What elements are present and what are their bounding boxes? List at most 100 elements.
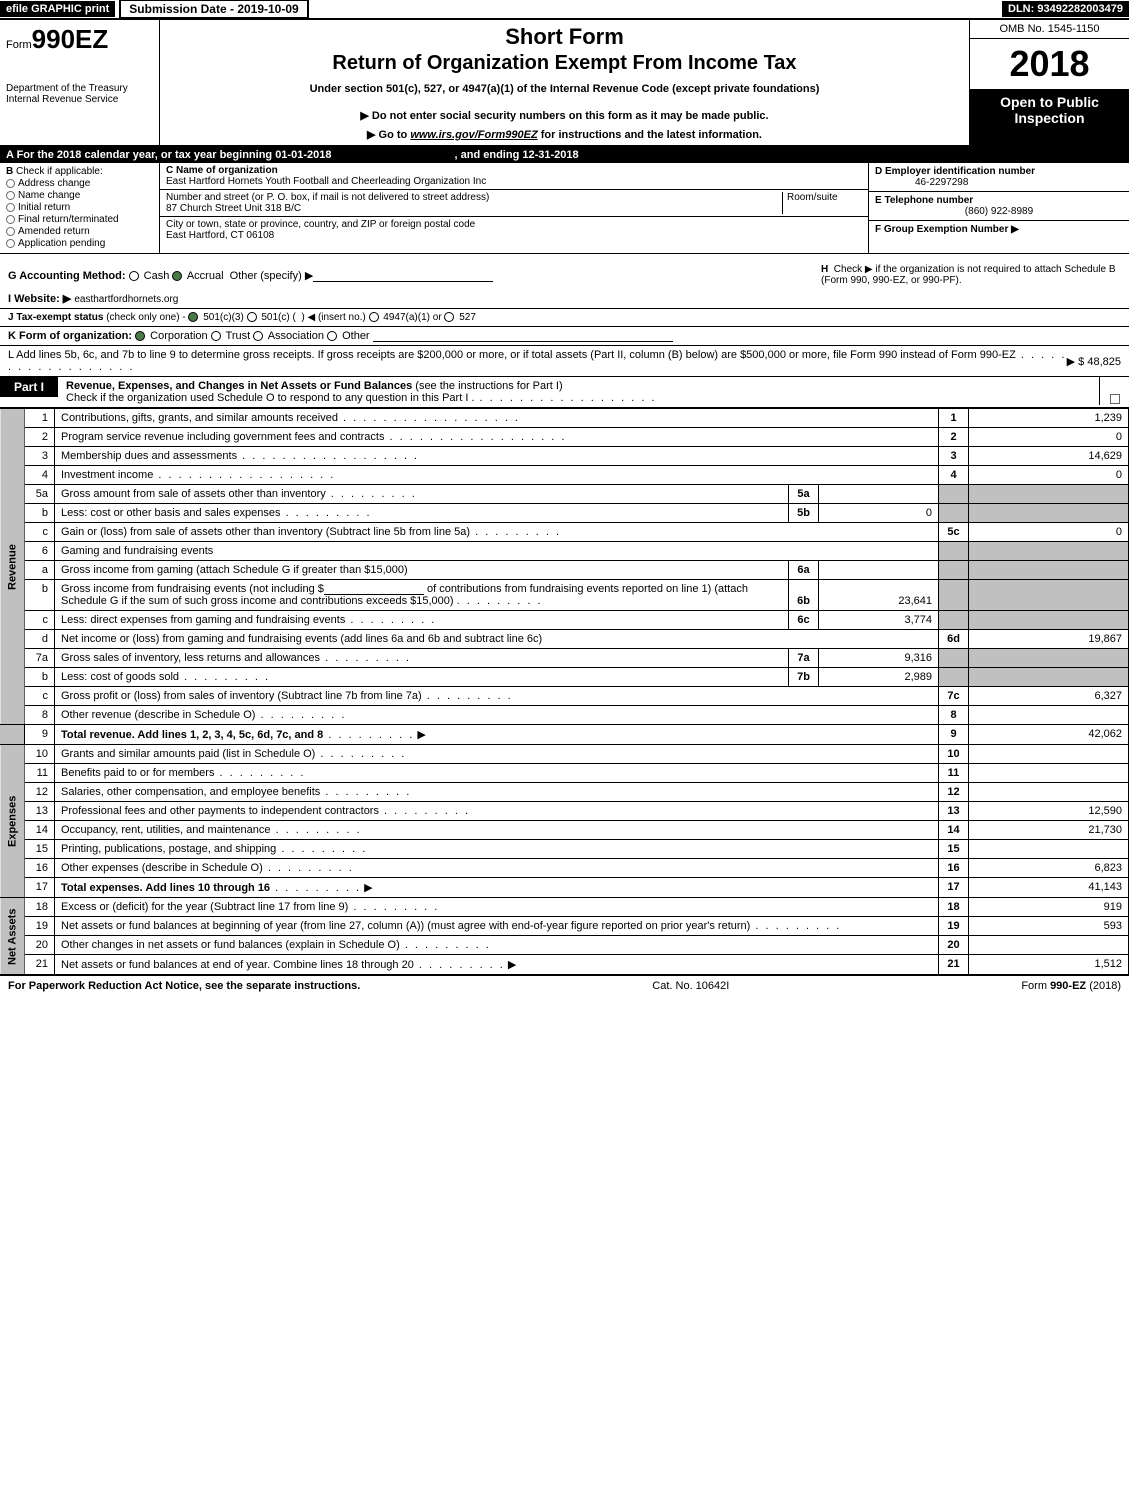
line-3: 3Membership dues and assessments 314,629: [0, 447, 1129, 466]
boxn-6d: 6d: [939, 630, 969, 649]
part1-checkbox[interactable]: [1099, 377, 1129, 405]
cb-address-change[interactable]: Address change: [6, 178, 153, 189]
section-bcdef: B Check if applicable: Address change Na…: [0, 163, 1129, 254]
boxn-19: 19: [939, 917, 969, 936]
f-group-label: F Group Exemption Number ▶: [875, 224, 1019, 235]
boxn-8: 8: [939, 706, 969, 725]
cb-amended-return[interactable]: Amended return: [6, 226, 153, 237]
boxn-7c: 7c: [939, 687, 969, 706]
desc-7c: Gross profit or (loss) from sales of inv…: [55, 687, 939, 706]
h-text: Check ▶ if the organization is not requi…: [821, 264, 1116, 286]
city-label: City or town, state or province, country…: [166, 219, 475, 230]
radio-trust[interactable]: [211, 331, 221, 341]
radio-association[interactable]: [253, 331, 263, 341]
cb-initial-return[interactable]: Initial return: [6, 202, 153, 213]
boxn-1: 1: [939, 409, 969, 428]
radio-527[interactable]: [444, 312, 454, 322]
desc-11: Benefits paid to or for members: [55, 764, 939, 783]
row-k-org-form: K Form of organization: Corporation Trus…: [0, 327, 1129, 346]
part1-badge: Part I: [0, 377, 58, 397]
line-13: 13Professional fees and other payments t…: [0, 802, 1129, 821]
sv-7a: 9,316: [819, 649, 939, 668]
check-if-applicable: Check if applicable:: [16, 166, 103, 177]
radio-other-org[interactable]: [327, 331, 337, 341]
l-text: L Add lines 5b, 6c, and 7b to line 9 to …: [8, 349, 1067, 373]
g-accounting: G Accounting Method: Cash Accrual Other …: [8, 269, 493, 282]
cb-application-pending[interactable]: Application pending: [6, 238, 153, 249]
row-g-h: G Accounting Method: Cash Accrual Other …: [0, 254, 1129, 289]
boxv-16: 6,823: [969, 859, 1129, 878]
street-value: 87 Church Street Unit 318 B/C: [166, 203, 301, 214]
desc-6b: Gross income from fundraising events (no…: [55, 580, 789, 611]
other-org-input[interactable]: [373, 330, 673, 342]
line-7a: 7aGross sales of inventory, less returns…: [0, 649, 1129, 668]
org-name: East Hartford Hornets Youth Football and…: [166, 176, 486, 187]
sv-6b: 23,641: [819, 580, 939, 611]
radio-accrual[interactable]: [172, 271, 182, 281]
h-schedule-b: H Check ▶ if the organization is not req…: [821, 264, 1121, 286]
desc-5b: Less: cost or other basis and sales expe…: [55, 504, 789, 523]
open-public-badge: Open to Public Inspection: [970, 90, 1129, 145]
radio-corporation[interactable]: [135, 331, 145, 341]
boxv-10: [969, 745, 1129, 764]
goto-pre: ▶ Go to: [367, 129, 410, 141]
desc-2: Program service revenue including govern…: [55, 428, 939, 447]
cb-final-return[interactable]: Final return/terminated: [6, 214, 153, 225]
sn-5b: 5b: [789, 504, 819, 523]
side-revenue: Revenue: [0, 409, 25, 725]
radio-501c3[interactable]: [188, 312, 198, 322]
row-i-website: I Website: ▶ easthartfordhornets.org: [0, 289, 1129, 309]
cb-name-change[interactable]: Name change: [6, 190, 153, 201]
submission-date-button[interactable]: Submission Date - 2019-10-09: [119, 0, 308, 19]
top-bar: efile GRAPHIC print Submission Date - 20…: [0, 0, 1129, 20]
other-specify-input[interactable]: [313, 270, 493, 282]
d-ein-label: D Employer identification number: [875, 166, 1035, 177]
boxn-11: 11: [939, 764, 969, 783]
line-9: 9Total revenue. Add lines 1, 2, 3, 4, 5c…: [0, 725, 1129, 745]
desc-18: Excess or (deficit) for the year (Subtra…: [55, 898, 939, 917]
c-city-row: City or town, state or province, country…: [160, 217, 868, 243]
boxv-3: 14,629: [969, 447, 1129, 466]
boxv-5c: 0: [969, 523, 1129, 542]
radio-cash[interactable]: [129, 271, 139, 281]
footer-form-ref: Form 990-EZ (2018): [1021, 980, 1121, 992]
omb-number: OMB No. 1545-1150: [970, 20, 1129, 39]
e-phone-label: E Telephone number: [875, 195, 973, 206]
page-footer: For Paperwork Reduction Act Notice, see …: [0, 975, 1129, 996]
return-title: Return of Organization Exempt From Incom…: [166, 52, 963, 75]
sv-7b: 2,989: [819, 668, 939, 687]
ssn-warning: ▶ Do not enter social security numbers o…: [166, 109, 963, 122]
boxn-18: 18: [939, 898, 969, 917]
desc-13: Professional fees and other payments to …: [55, 802, 939, 821]
efile-print-button[interactable]: efile GRAPHIC print: [0, 1, 115, 17]
boxv-20: [969, 936, 1129, 955]
e-phone-row: E Telephone number (860) 922-8989: [869, 192, 1129, 221]
desc-5a: Gross amount from sale of assets other t…: [55, 485, 789, 504]
radio-4947[interactable]: [369, 312, 379, 322]
line-8: 8Other revenue (describe in Schedule O) …: [0, 706, 1129, 725]
row-a-ending: , and ending 12-31-2018: [455, 149, 579, 161]
boxv-2: 0: [969, 428, 1129, 447]
boxn-4: 4: [939, 466, 969, 485]
boxn-3: 3: [939, 447, 969, 466]
col-def: D Employer identification number 46-2297…: [869, 163, 1129, 253]
line-7b: bLess: cost of goods sold 7b2,989: [0, 668, 1129, 687]
boxv-19: 593: [969, 917, 1129, 936]
boxn-15: 15: [939, 840, 969, 859]
radio-501c[interactable]: [247, 312, 257, 322]
irs-link[interactable]: www.irs.gov/Form990EZ: [410, 129, 537, 141]
grayv-5a: [969, 485, 1129, 504]
part1-title-bold: Revenue, Expenses, and Changes in Net As…: [66, 380, 412, 392]
desc-20: Other changes in net assets or fund bala…: [55, 936, 939, 955]
6b-amount-input[interactable]: [324, 583, 424, 595]
line-14: 14Occupancy, rent, utilities, and mainte…: [0, 821, 1129, 840]
website-value: easthartfordhornets.org: [74, 294, 178, 305]
b-label: B: [6, 166, 13, 177]
part1-header-row: Part I Revenue, Expenses, and Changes in…: [0, 377, 1129, 408]
c-name-label: C Name of organization: [166, 165, 278, 176]
desc-15: Printing, publications, postage, and shi…: [55, 840, 939, 859]
side-expenses: Expenses: [0, 745, 25, 898]
line-2: 2Program service revenue including gover…: [0, 428, 1129, 447]
d-ein-row: D Employer identification number 46-2297…: [869, 163, 1129, 192]
form-number: Form990EZ: [6, 24, 153, 55]
